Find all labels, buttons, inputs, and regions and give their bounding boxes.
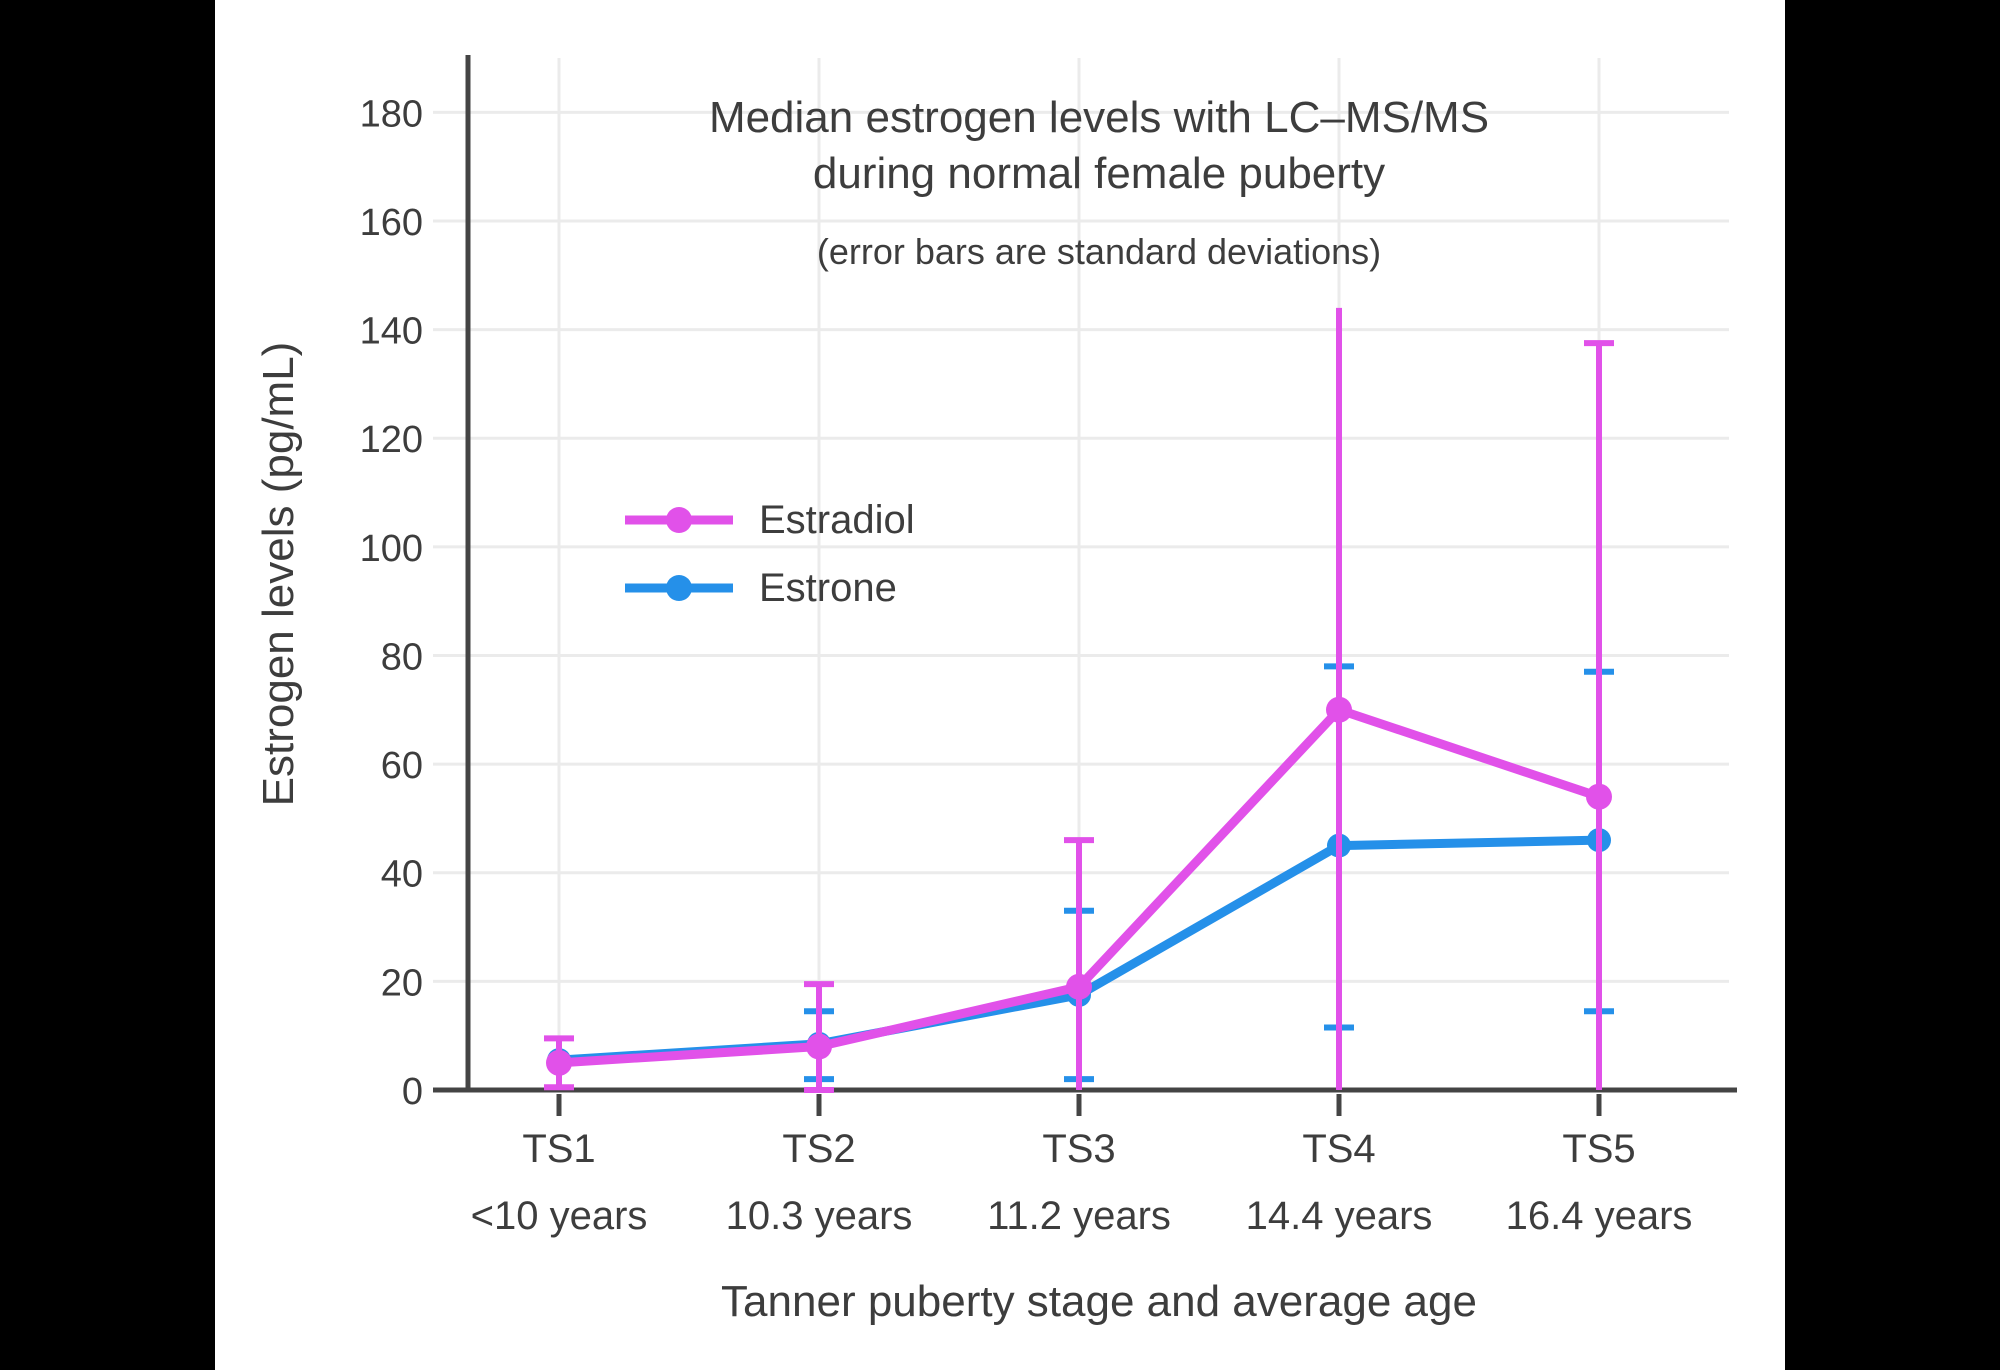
- marker-estradiol-ts4[interactable]: [1326, 696, 1352, 723]
- legend-line-sample-estrone: [625, 575, 733, 601]
- y-tick-label: 140: [360, 311, 423, 353]
- marker-estradiol-ts5[interactable]: [1586, 783, 1612, 810]
- chart-canvas: 0 20 40 60 80 100 120 140 160 180 TS1 <10 years TS2 1…: [360, 55, 1737, 1238]
- x-tick-sublabel: 10.3 years: [726, 1194, 913, 1238]
- legend-line-sample-estradiol: [625, 507, 733, 533]
- y-tick-label: 20: [381, 962, 423, 1004]
- legend-item-estrone[interactable]: Estrone: [623, 560, 897, 616]
- x-tick-sublabel: 14.4 years: [1246, 1194, 1433, 1238]
- legend-label-estrone: Estrone: [759, 565, 897, 610]
- x-tick-sublabel: 16.4 years: [1506, 1194, 1693, 1238]
- x-tick-sublabel: 11.2 years: [987, 1194, 1171, 1238]
- chart-subtitle: (error bars are standard deviations): [816, 231, 1382, 272]
- marker-estradiol-ts2[interactable]: [806, 1033, 832, 1060]
- x-tick-label: TS3: [1042, 1127, 1115, 1171]
- marker-estradiol-ts1[interactable]: [546, 1049, 572, 1076]
- y-tick-label: 40: [381, 854, 423, 896]
- x-tick-sublabel: <10 years: [471, 1194, 648, 1238]
- y-tick-label: 80: [381, 636, 423, 678]
- y-tick-label: 160: [360, 202, 423, 244]
- x-axis-title: Tanner puberty stage and average age: [721, 1277, 1477, 1326]
- marker-estradiol-ts3[interactable]: [1066, 973, 1092, 1000]
- y-tick-label: 60: [381, 745, 423, 787]
- chart-title-line1: Median estrogen levels with LC–MS/MS: [708, 93, 1490, 142]
- x-tick-label: TS2: [782, 1127, 855, 1171]
- x-tick-label: TS4: [1302, 1127, 1375, 1171]
- legend-item-estradiol[interactable]: Estradiol: [623, 492, 915, 548]
- y-tick-label: 100: [360, 528, 423, 570]
- x-tick-label: TS1: [522, 1127, 595, 1171]
- chart-title-line2: during normal female puberty: [812, 149, 1386, 198]
- x-tick-label: TS5: [1562, 1127, 1635, 1171]
- y-tick-label: 120: [360, 419, 423, 461]
- y-tick-label: 180: [360, 93, 423, 135]
- chart-card: 0 20 40 60 80 100 120 140 160 180 TS1 <10 years TS2 1…: [215, 0, 1785, 1370]
- y-tick-label: 0: [402, 1071, 423, 1113]
- y-axis-title: Estrogen levels (pg/mL): [254, 341, 303, 807]
- legend-label-estradiol: Estradiol: [759, 497, 915, 542]
